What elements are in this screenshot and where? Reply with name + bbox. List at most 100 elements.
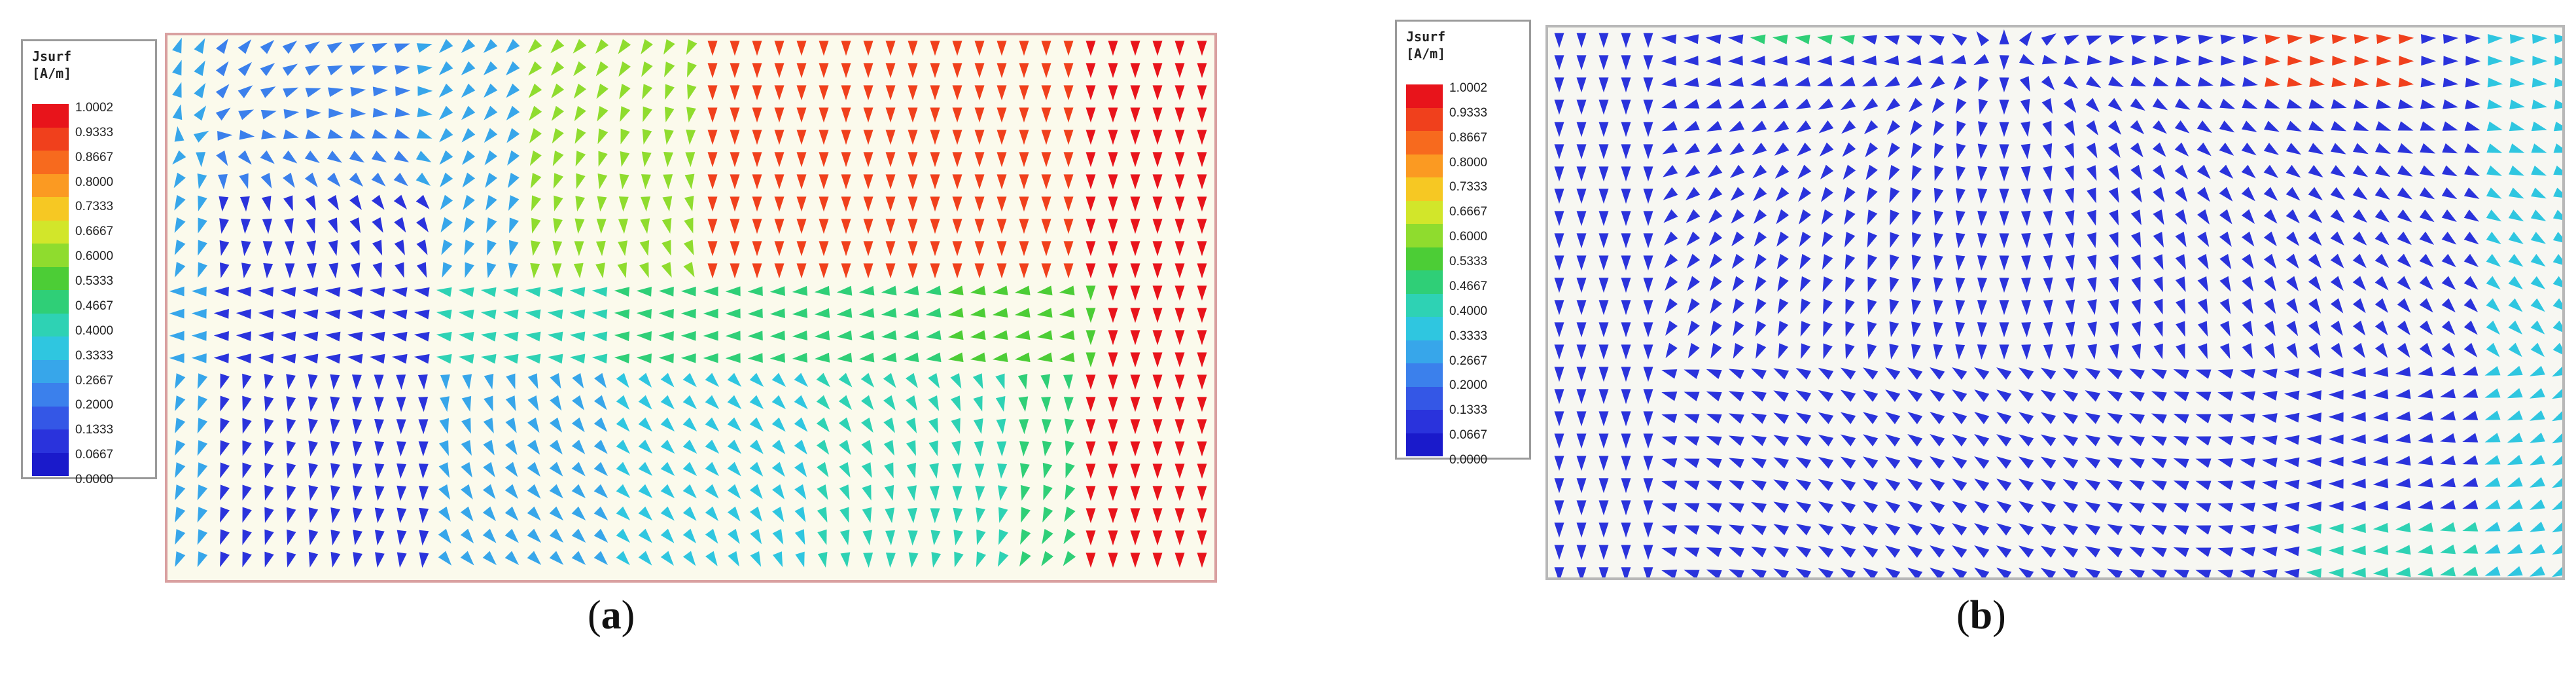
current-arrow [2062,501,2079,513]
current-arrow [2531,165,2547,176]
current-arrow [2373,433,2389,444]
current-arrow [2308,253,2322,269]
current-arrow [2397,209,2412,223]
current-arrow [552,151,564,166]
current-arrow [2065,299,2075,316]
current-arrow [486,262,497,278]
current-arrow [591,309,608,319]
current-arrow [1174,330,1185,346]
current-arrow [1130,174,1140,190]
color-bar-segment [1406,131,1443,155]
current-arrow [707,41,718,56]
current-arrow [525,331,541,342]
current-arrow [772,529,784,545]
current-arrow [1907,545,1923,558]
current-arrow [372,217,383,233]
current-arrow [1554,367,1564,382]
current-arrow [1621,389,1631,405]
current-arrow [1974,568,1990,577]
current-arrow [351,374,362,390]
current-arrow [906,373,918,388]
current-arrow [260,173,272,189]
current-arrow [881,330,897,340]
current-arrow [1108,241,1118,257]
current-arrow [2173,458,2189,469]
current-arrow [308,551,319,568]
current-arrow [482,551,497,566]
current-arrow [774,219,785,234]
current-arrow [169,331,185,341]
current-arrow [908,174,918,190]
current-arrow [705,506,719,521]
current-arrow [347,331,363,342]
current-arrow [353,530,362,546]
current-arrow [1643,389,1653,405]
current-arrow [705,395,720,409]
current-arrow [1794,56,1810,66]
current-arrow [418,419,429,435]
current-arrow [1085,419,1096,435]
current-arrow [841,107,851,123]
current-arrow [997,41,1007,56]
current-arrow [264,529,274,545]
current-arrow [769,308,785,319]
current-arrow [308,374,318,390]
current-arrow [571,551,586,566]
current-arrow [371,172,386,187]
current-arrow [1108,441,1118,457]
current-arrow [1863,120,1879,135]
current-arrow [819,41,829,56]
current-arrow [2350,501,2366,511]
current-arrow [2261,480,2278,490]
current-arrow [794,439,807,455]
current-arrow [571,395,585,410]
current-arrow [1130,85,1140,101]
current-arrow [1863,367,1879,380]
current-arrow [2508,209,2524,222]
current-arrow [1063,241,1074,257]
current-arrow [1952,389,1967,403]
current-arrow [2486,209,2502,222]
current-arrow [2043,277,2053,293]
current-arrow [1665,298,1678,314]
current-arrow [861,439,873,456]
current-arrow [1643,211,1653,227]
current-arrow [903,330,919,340]
current-arrow [838,373,853,388]
current-arrow [1665,342,1678,359]
current-arrow [1999,278,2009,293]
current-arrow [1911,277,1922,293]
current-arrow [436,354,452,364]
current-arrow [1014,330,1031,340]
current-arrow [2440,566,2456,577]
current-arrow [436,287,452,297]
current-arrow [2284,501,2300,512]
current-arrow [1621,100,1631,115]
legend-tick-label: 0.4667 [1449,279,1488,293]
current-arrow [796,196,807,212]
current-arrow [1818,501,1834,513]
current-arrow [2507,566,2523,577]
current-arrow [2197,321,2208,337]
current-arrow [2507,388,2523,399]
current-arrow [417,64,433,75]
current-arrow [574,105,586,122]
current-arrow [2241,187,2255,202]
current-arrow [593,395,607,410]
current-arrow [1576,100,1587,115]
current-arrow [465,262,474,278]
current-arrow [1197,241,1207,257]
current-arrow [2552,522,2562,533]
current-arrow [551,105,565,121]
current-arrow [2532,77,2548,88]
current-arrow [508,263,518,279]
current-arrow [1554,144,1564,160]
current-arrow [2197,164,2211,179]
current-arrow [680,353,696,363]
current-arrow [1907,433,1923,446]
current-arrow [2306,501,2322,512]
current-arrow [458,331,474,342]
current-arrow [1643,411,1653,427]
current-arrow [1799,209,1811,225]
current-arrow [660,373,675,388]
